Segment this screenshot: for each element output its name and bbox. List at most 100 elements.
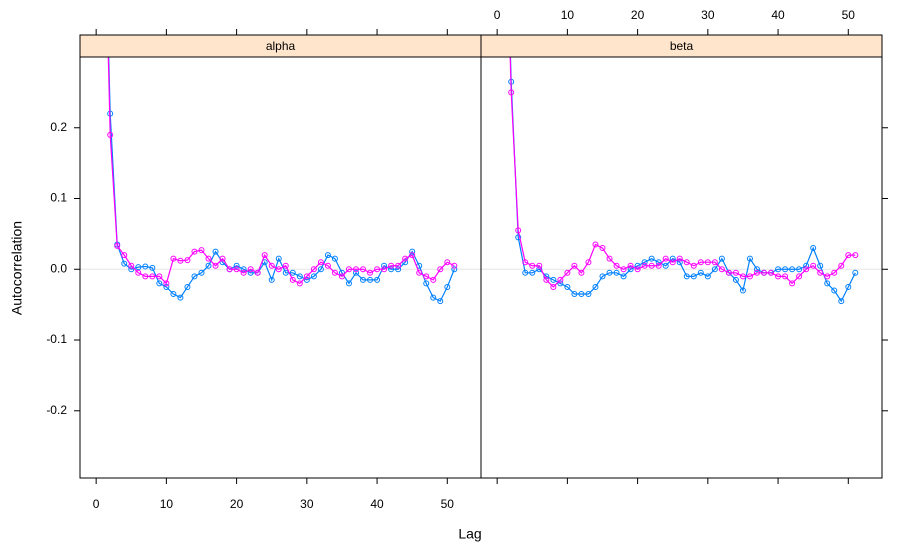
data-point: [268, 262, 275, 269]
data-point: [683, 273, 690, 280]
data-point: [345, 280, 352, 287]
data-point: [739, 273, 746, 280]
data-point: [121, 252, 128, 259]
data-point: [648, 262, 655, 269]
data-point: [233, 262, 240, 269]
data-point: [796, 266, 803, 273]
data-point: [704, 259, 711, 266]
data-point: [592, 283, 599, 290]
data-point: [718, 266, 725, 273]
data-point: [831, 269, 838, 276]
data-point: [156, 280, 163, 287]
data-point: [585, 259, 592, 266]
data-point: [170, 255, 177, 262]
data-point: [592, 241, 599, 248]
data-point: [522, 259, 529, 266]
data-point: [331, 269, 338, 276]
data-point: [282, 262, 289, 269]
data-point: [768, 269, 775, 276]
data-point: [254, 269, 261, 276]
data-point: [324, 252, 331, 259]
data-point: [317, 259, 324, 266]
data-point: [191, 273, 198, 280]
data-point: [416, 269, 423, 276]
data-point: [381, 266, 388, 273]
data-point: [114, 242, 121, 249]
data-point: [170, 291, 177, 298]
data-point: [578, 269, 585, 276]
data-point: [128, 262, 135, 269]
data-point: [739, 287, 746, 294]
data-point: [690, 273, 697, 280]
data-point: [409, 248, 416, 255]
data-point: [746, 273, 753, 280]
data-point: [782, 266, 789, 273]
data-point: [388, 266, 395, 273]
data-point: [198, 269, 205, 276]
data-point: [690, 262, 697, 269]
data-point: [838, 298, 845, 305]
data-point: [409, 252, 416, 259]
y-tick-label: 0.0: [50, 261, 67, 275]
data-point: [437, 298, 444, 305]
data-point: [627, 266, 634, 273]
data-point: [529, 269, 536, 276]
data-point: [662, 255, 669, 262]
data-point: [135, 269, 142, 276]
data-point: [352, 269, 359, 276]
data-point: [395, 266, 402, 273]
data-point: [275, 255, 282, 262]
data-point: [620, 266, 627, 273]
x-tick-label: 0: [494, 8, 501, 22]
data-point: [177, 257, 184, 264]
data-point: [451, 262, 458, 269]
data-point: [641, 259, 648, 266]
data-point: [606, 255, 613, 262]
data-point: [803, 262, 810, 269]
data-point: [831, 287, 838, 294]
data-point: [163, 283, 170, 290]
data-point: [324, 262, 331, 269]
data-point: [163, 280, 170, 287]
data-point: [676, 259, 683, 266]
data-point: [310, 273, 317, 280]
data-point: [128, 266, 135, 273]
data-point: [796, 273, 803, 280]
data-point: [557, 280, 564, 287]
data-point: [557, 276, 564, 283]
data-point: [240, 269, 247, 276]
data-point: [775, 266, 782, 273]
data-point: [184, 283, 191, 290]
data-point: [810, 245, 817, 252]
data-point: [613, 269, 620, 276]
data-point: [683, 259, 690, 266]
data-point: [634, 262, 641, 269]
data-point: [303, 273, 310, 280]
data-point: [662, 262, 669, 269]
data-point: [852, 252, 859, 259]
data-point: [352, 266, 359, 273]
data-point: [599, 245, 606, 252]
data-point: [296, 273, 303, 280]
y-tick-label: 0.1: [50, 191, 67, 205]
data-point: [817, 262, 824, 269]
data-point: [303, 276, 310, 283]
data-point: [149, 264, 156, 271]
x-tick-label: 20: [631, 8, 645, 22]
data-point: [177, 294, 184, 301]
data-point: [669, 259, 676, 266]
data-point: [824, 280, 831, 287]
data-point: [711, 266, 718, 273]
data-point: [444, 259, 451, 266]
data-point: [789, 280, 796, 287]
data-point: [437, 266, 444, 273]
data-point: [571, 262, 578, 269]
data-point: [704, 273, 711, 280]
x-tick-label: 20: [230, 497, 244, 511]
data-point: [430, 276, 437, 283]
strip-title: alpha: [266, 39, 296, 53]
data-point: [725, 269, 732, 276]
data-point: [578, 291, 585, 298]
data-point: [289, 269, 296, 276]
data-point: [789, 266, 796, 273]
